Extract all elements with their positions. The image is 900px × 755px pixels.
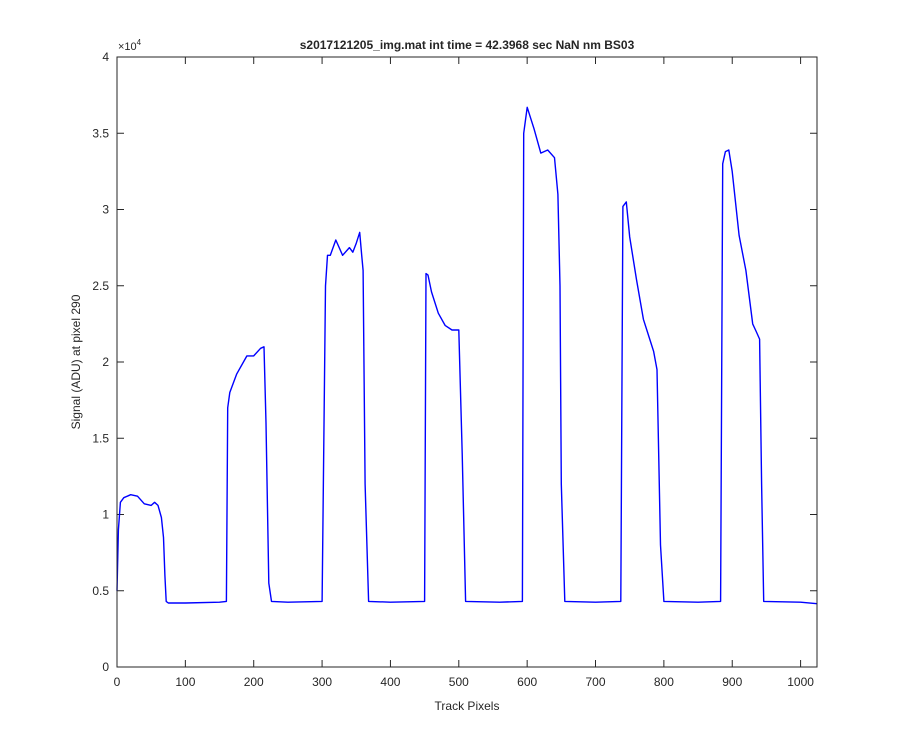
y-tick-label: 1 bbox=[102, 508, 109, 522]
x-tick-label: 1000 bbox=[787, 675, 814, 689]
chart-title: s2017121205_img.mat int time = 42.3968 s… bbox=[300, 38, 635, 52]
x-tick-label: 0 bbox=[114, 675, 121, 689]
x-tick-label: 300 bbox=[312, 675, 332, 689]
x-axis-label: Track Pixels bbox=[435, 699, 500, 713]
y-tick-label: 3 bbox=[102, 203, 109, 217]
x-tick-label: 400 bbox=[380, 675, 400, 689]
y-exponent-label: ×104 bbox=[118, 38, 142, 53]
x-axis-ticks: 0 100 200 300 400 500 600 700 800 900 1000 bbox=[114, 57, 814, 689]
y-axis-ticks: 0 0.5 1 1.5 2 2.5 3 3.5 4 bbox=[92, 50, 817, 674]
y-axis-label: Signal (ADU) at pixel 290 bbox=[69, 294, 83, 429]
x-tick-label: 800 bbox=[654, 675, 674, 689]
y-tick-label: 0.5 bbox=[92, 584, 109, 598]
x-tick-label: 200 bbox=[244, 675, 264, 689]
axes-box bbox=[116, 56, 818, 668]
y-tick-label: 3.5 bbox=[92, 126, 109, 140]
series-line bbox=[116, 106, 818, 605]
x-tick-label: 100 bbox=[175, 675, 195, 689]
y-tick-label: 1.5 bbox=[92, 431, 109, 445]
plot-area bbox=[117, 57, 817, 667]
y-tick-label: 2.5 bbox=[92, 279, 109, 293]
x-tick-label: 700 bbox=[586, 675, 606, 689]
y-tick-label: 4 bbox=[102, 50, 109, 64]
x-tick-label: 500 bbox=[449, 675, 469, 689]
y-tick-label: 0 bbox=[102, 660, 109, 674]
x-tick-label: 600 bbox=[517, 675, 537, 689]
x-tick-label: 900 bbox=[722, 675, 742, 689]
y-tick-label: 2 bbox=[102, 355, 109, 369]
